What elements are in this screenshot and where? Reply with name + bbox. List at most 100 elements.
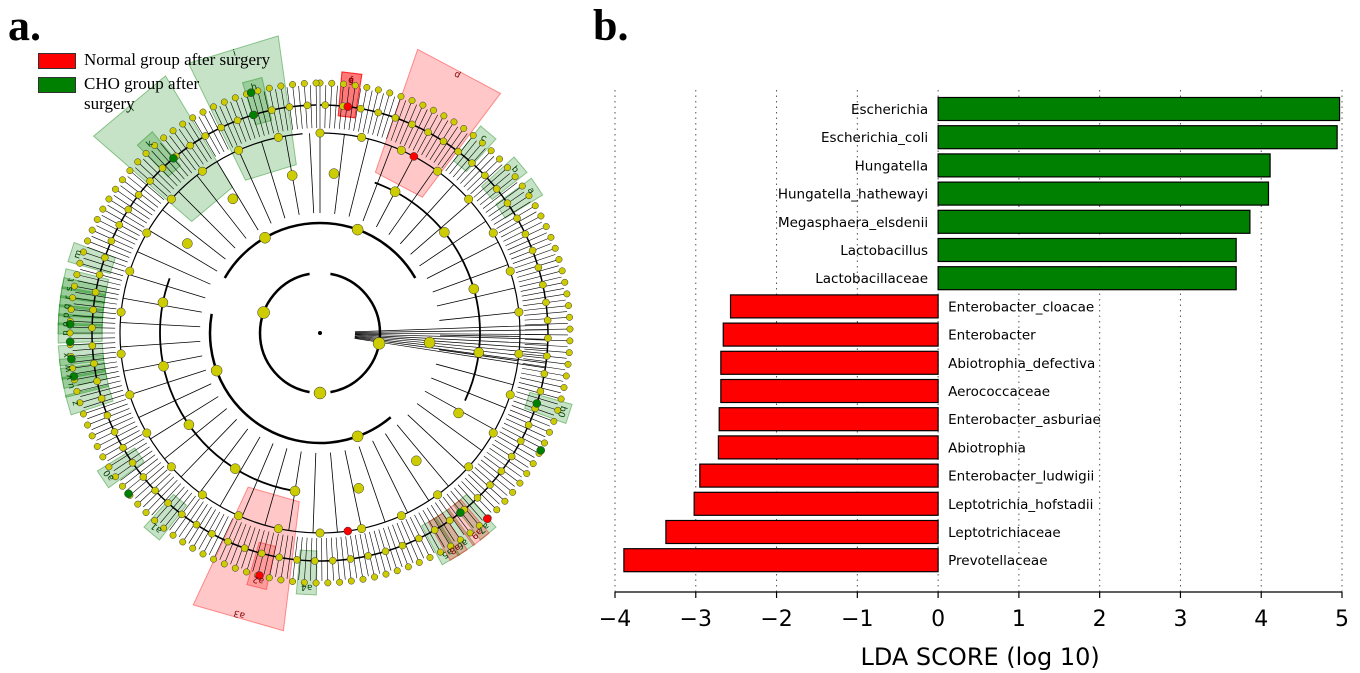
leaf-branch xyxy=(173,498,200,534)
bar xyxy=(693,491,939,516)
leaf-node xyxy=(529,460,537,468)
phylum-node xyxy=(313,386,327,400)
order-node xyxy=(453,407,464,419)
leaf-node xyxy=(243,568,250,576)
order-node xyxy=(439,227,450,238)
leaf-node xyxy=(460,125,468,132)
leaf-branch xyxy=(80,385,122,397)
bar xyxy=(699,463,939,488)
sector-label: v xyxy=(64,373,75,381)
leaf-branch xyxy=(73,356,117,363)
sector-label: o xyxy=(61,321,71,327)
leaf-branch xyxy=(493,201,531,225)
significant-node xyxy=(343,526,353,536)
inner-branch xyxy=(241,443,274,518)
leaf-node xyxy=(199,550,207,558)
leaf-branch xyxy=(292,86,298,130)
leaf-branch xyxy=(151,483,182,516)
order-node xyxy=(183,419,195,431)
bar-label: Enterobacter_ludwigii xyxy=(948,469,1094,485)
leaf-branch xyxy=(457,484,488,517)
genus-node xyxy=(513,214,521,223)
leaf-branch xyxy=(518,271,561,283)
sector-label: f xyxy=(349,76,354,86)
leaf-branch xyxy=(512,248,554,264)
bar xyxy=(717,435,939,460)
leaf-branch xyxy=(252,94,265,136)
bar-label: Hungatella xyxy=(855,158,928,174)
highlight-sector xyxy=(192,486,300,632)
significant-node xyxy=(409,152,419,161)
branch-arc xyxy=(258,272,310,394)
inner-branch xyxy=(264,448,288,526)
leaf-branch xyxy=(326,537,329,581)
genus-node xyxy=(424,128,432,137)
leaf-node xyxy=(88,226,96,234)
leaf-node xyxy=(450,118,458,126)
family-node xyxy=(433,490,443,500)
family-node xyxy=(357,524,367,534)
genus-node xyxy=(540,370,549,378)
panel-b-label: b. xyxy=(593,1,629,50)
leaf-node xyxy=(501,497,509,505)
genus-node xyxy=(503,199,512,207)
highlight-sectors xyxy=(57,35,573,632)
sector-label: z xyxy=(70,399,81,407)
leaf-node xyxy=(220,560,228,568)
inner-branch xyxy=(419,220,487,267)
bar-label: Hungatella_hathewayi xyxy=(778,187,928,203)
leaf-node xyxy=(312,79,320,87)
family-node xyxy=(273,132,283,142)
leaf-node xyxy=(277,82,285,90)
leaf-branch xyxy=(452,144,482,178)
genus-node xyxy=(528,246,537,255)
genus-node xyxy=(95,271,104,279)
family-node xyxy=(125,266,135,276)
significant-node xyxy=(65,337,75,346)
leaf-branch xyxy=(414,514,435,554)
genus-node xyxy=(151,486,159,495)
leaf-node xyxy=(363,83,371,91)
leaf-branch xyxy=(241,97,256,139)
highlight-sector xyxy=(187,35,297,181)
sector-label: e xyxy=(348,76,355,87)
leaf-branch xyxy=(315,85,318,129)
genus-node xyxy=(364,552,372,560)
genus-node xyxy=(217,123,225,132)
sector-label: b xyxy=(509,164,521,175)
leaf-node xyxy=(151,142,159,149)
bar-label: Enterobacter_cloacae xyxy=(948,299,1094,315)
inner-branch xyxy=(162,209,226,260)
leaf-node xyxy=(564,360,572,368)
leaf-node xyxy=(430,106,437,114)
genus-node xyxy=(439,137,448,146)
leaf-branch xyxy=(523,358,567,365)
significant-node xyxy=(124,489,133,498)
leaf-branch xyxy=(78,274,121,286)
genus-node xyxy=(103,411,112,420)
genus-node xyxy=(430,526,439,534)
bar xyxy=(937,266,1237,291)
genus-node xyxy=(91,288,100,296)
inner-branch xyxy=(348,138,369,217)
family-node xyxy=(488,228,498,238)
legend-label-normal: Normal group after surgery xyxy=(84,50,271,69)
family-node xyxy=(234,145,244,155)
leaf-branch xyxy=(437,129,463,166)
genus-node xyxy=(146,177,154,185)
branch-arc xyxy=(330,272,382,394)
order-node xyxy=(289,485,301,497)
leaf-branch xyxy=(498,211,537,234)
x-axis-label: LDA SCORE (log 10) xyxy=(860,643,1099,671)
phylum-node xyxy=(257,306,270,319)
leaf-node xyxy=(447,542,455,550)
genus-node xyxy=(268,106,276,114)
highlight-sector xyxy=(92,75,234,223)
leaf-branch xyxy=(494,439,532,463)
leaf-branch xyxy=(473,168,507,198)
sector-label: p xyxy=(61,312,71,319)
leaf-branch xyxy=(519,377,563,388)
genus-node xyxy=(208,529,216,538)
inner-branch xyxy=(238,150,272,224)
order-node xyxy=(158,361,169,372)
